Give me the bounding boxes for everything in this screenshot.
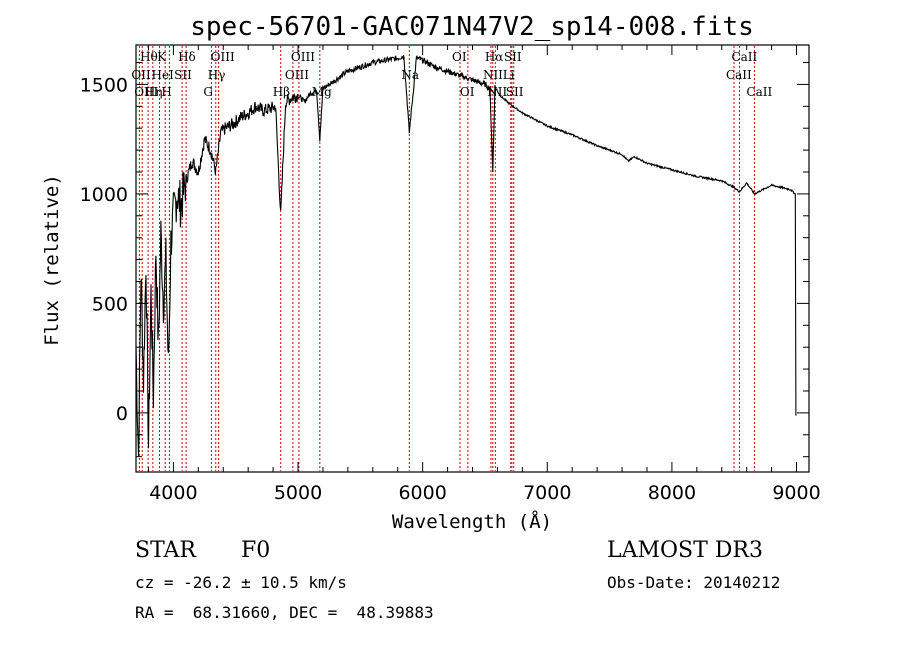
line-marker-label: Hγ (208, 68, 226, 82)
line-marker-label: Na (401, 68, 419, 82)
object-class: STAR (135, 538, 196, 563)
line-marker-label: SII (504, 50, 522, 64)
redshift-value: cz = -26.2 ± 10.5 km/s (135, 573, 347, 592)
line-marker-label: OIII (211, 50, 235, 64)
line-marker-label: SII (506, 85, 524, 99)
y-tick-label: 0 (116, 403, 128, 425)
line-marker-label: OII (131, 68, 151, 82)
line-marker-label: Hθ (140, 50, 158, 64)
line-marker-label: OIII (285, 68, 309, 82)
object-subclass: F0 (241, 538, 271, 563)
line-marker-label: OI (452, 50, 467, 64)
line-marker-label: OIII (291, 50, 315, 64)
line-marker-label: SII (174, 68, 192, 82)
line-marker-label: HeI (152, 68, 175, 82)
survey-name: LAMOST DR3 (607, 538, 763, 563)
y-tick-label: 1500 (80, 74, 128, 96)
line-marker-label: G (203, 85, 213, 99)
x-tick-labels: 4000 5000 6000 7000 8000 9000 (149, 482, 821, 504)
line-marker-label: Hη (145, 85, 163, 99)
x-tick-label: 8000 (648, 482, 696, 504)
line-marker-label: OI (460, 85, 475, 99)
x-tick-label: 6000 (398, 482, 446, 504)
chart-title: spec-56701-GAC071N47V2_sp14-008.fits (190, 12, 754, 42)
line-marker-label: Li (503, 68, 515, 82)
line-marker-label: Hα (485, 50, 504, 64)
y-tick-label: 1000 (80, 184, 128, 206)
x-tick-label: 9000 (772, 482, 820, 504)
line-marker-label: CaII (726, 68, 752, 82)
x-tick-label: 4000 (149, 482, 197, 504)
line-marker-label: Hδ (178, 50, 196, 64)
y-axis-label: Flux (relative) (41, 174, 63, 346)
line-marker-label: NII (483, 68, 503, 82)
coordinates: RA = 68.31660, DEC = 48.39883 (135, 603, 434, 622)
line-marker-label: K (157, 50, 167, 64)
line-marker-label: CaII (746, 85, 772, 99)
spectrum-chart: spec-56701-GAC071N47V2_sp14-008.fits Hθ O… (41, 12, 821, 533)
line-marker-label: H (161, 85, 171, 99)
x-tick-label: 7000 (523, 482, 571, 504)
line-marker-label: Hβ (273, 85, 290, 99)
y-tick-labels: 0 500 1000 1500 (80, 74, 128, 424)
x-tick-label: 5000 (274, 482, 322, 504)
plot-frame (135, 44, 810, 473)
spectrum-line (135, 54, 797, 457)
axis-ticks (136, 45, 809, 472)
x-axis-label: Wavelength (Å) (392, 510, 552, 533)
y-tick-label: 500 (92, 293, 128, 315)
line-marker-label: CaII (731, 50, 757, 64)
line-markers (138, 46, 755, 471)
obs-date: Obs-Date: 20140212 (607, 573, 781, 592)
line-marker-label: OIII (134, 85, 158, 99)
